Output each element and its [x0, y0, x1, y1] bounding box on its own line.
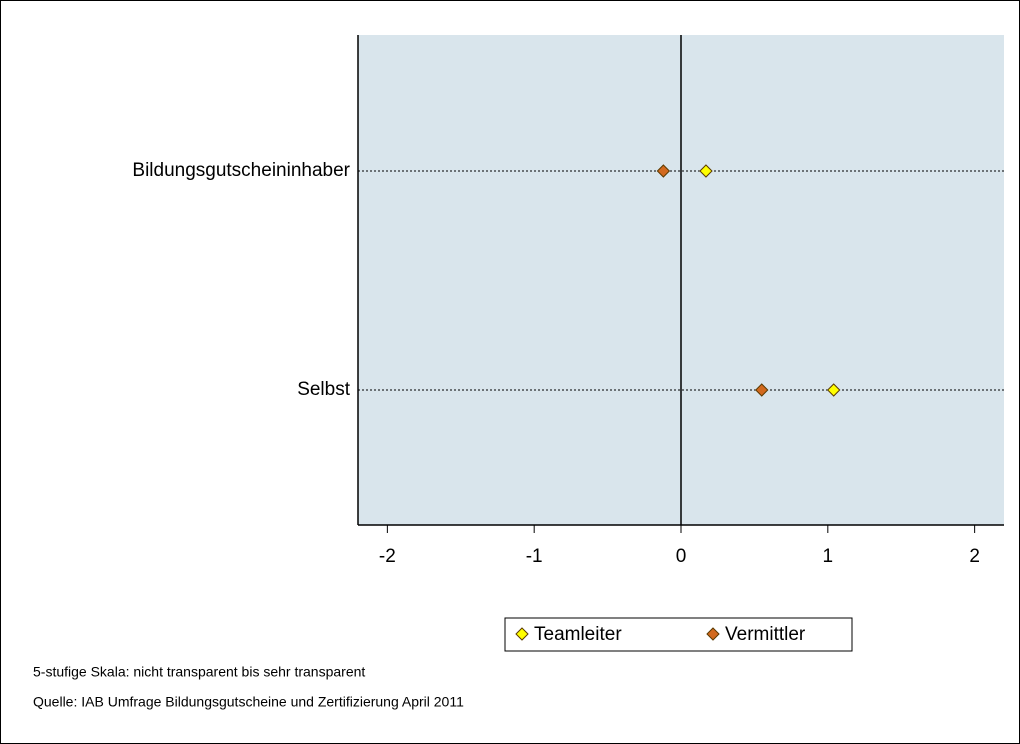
- x-tick-label: 1: [823, 546, 834, 567]
- dot: [699, 164, 713, 178]
- x-tick-label: 2: [969, 546, 980, 567]
- dot: [656, 164, 671, 178]
- y-tick-label: Selbst: [297, 379, 351, 400]
- legend-marker: [515, 627, 529, 641]
- x-tick-label: -1: [526, 546, 543, 567]
- x-tick-label: 0: [676, 546, 687, 567]
- legend-label: Vermittler: [725, 624, 806, 645]
- legend-label: Teamleiter: [534, 624, 622, 645]
- dot: [826, 383, 841, 397]
- y-tick-label: Bildungsgutscheininhaber: [132, 160, 350, 181]
- x-tick-label: -2: [379, 546, 396, 567]
- note: 5-stufige Skala: nicht transparent bis s…: [33, 664, 365, 680]
- legend-box: [504, 617, 853, 652]
- note: Quelle: IAB Umfrage Bildungsgutscheine u…: [33, 694, 464, 710]
- legend-marker: [706, 627, 720, 641]
- dot: [755, 383, 769, 397]
